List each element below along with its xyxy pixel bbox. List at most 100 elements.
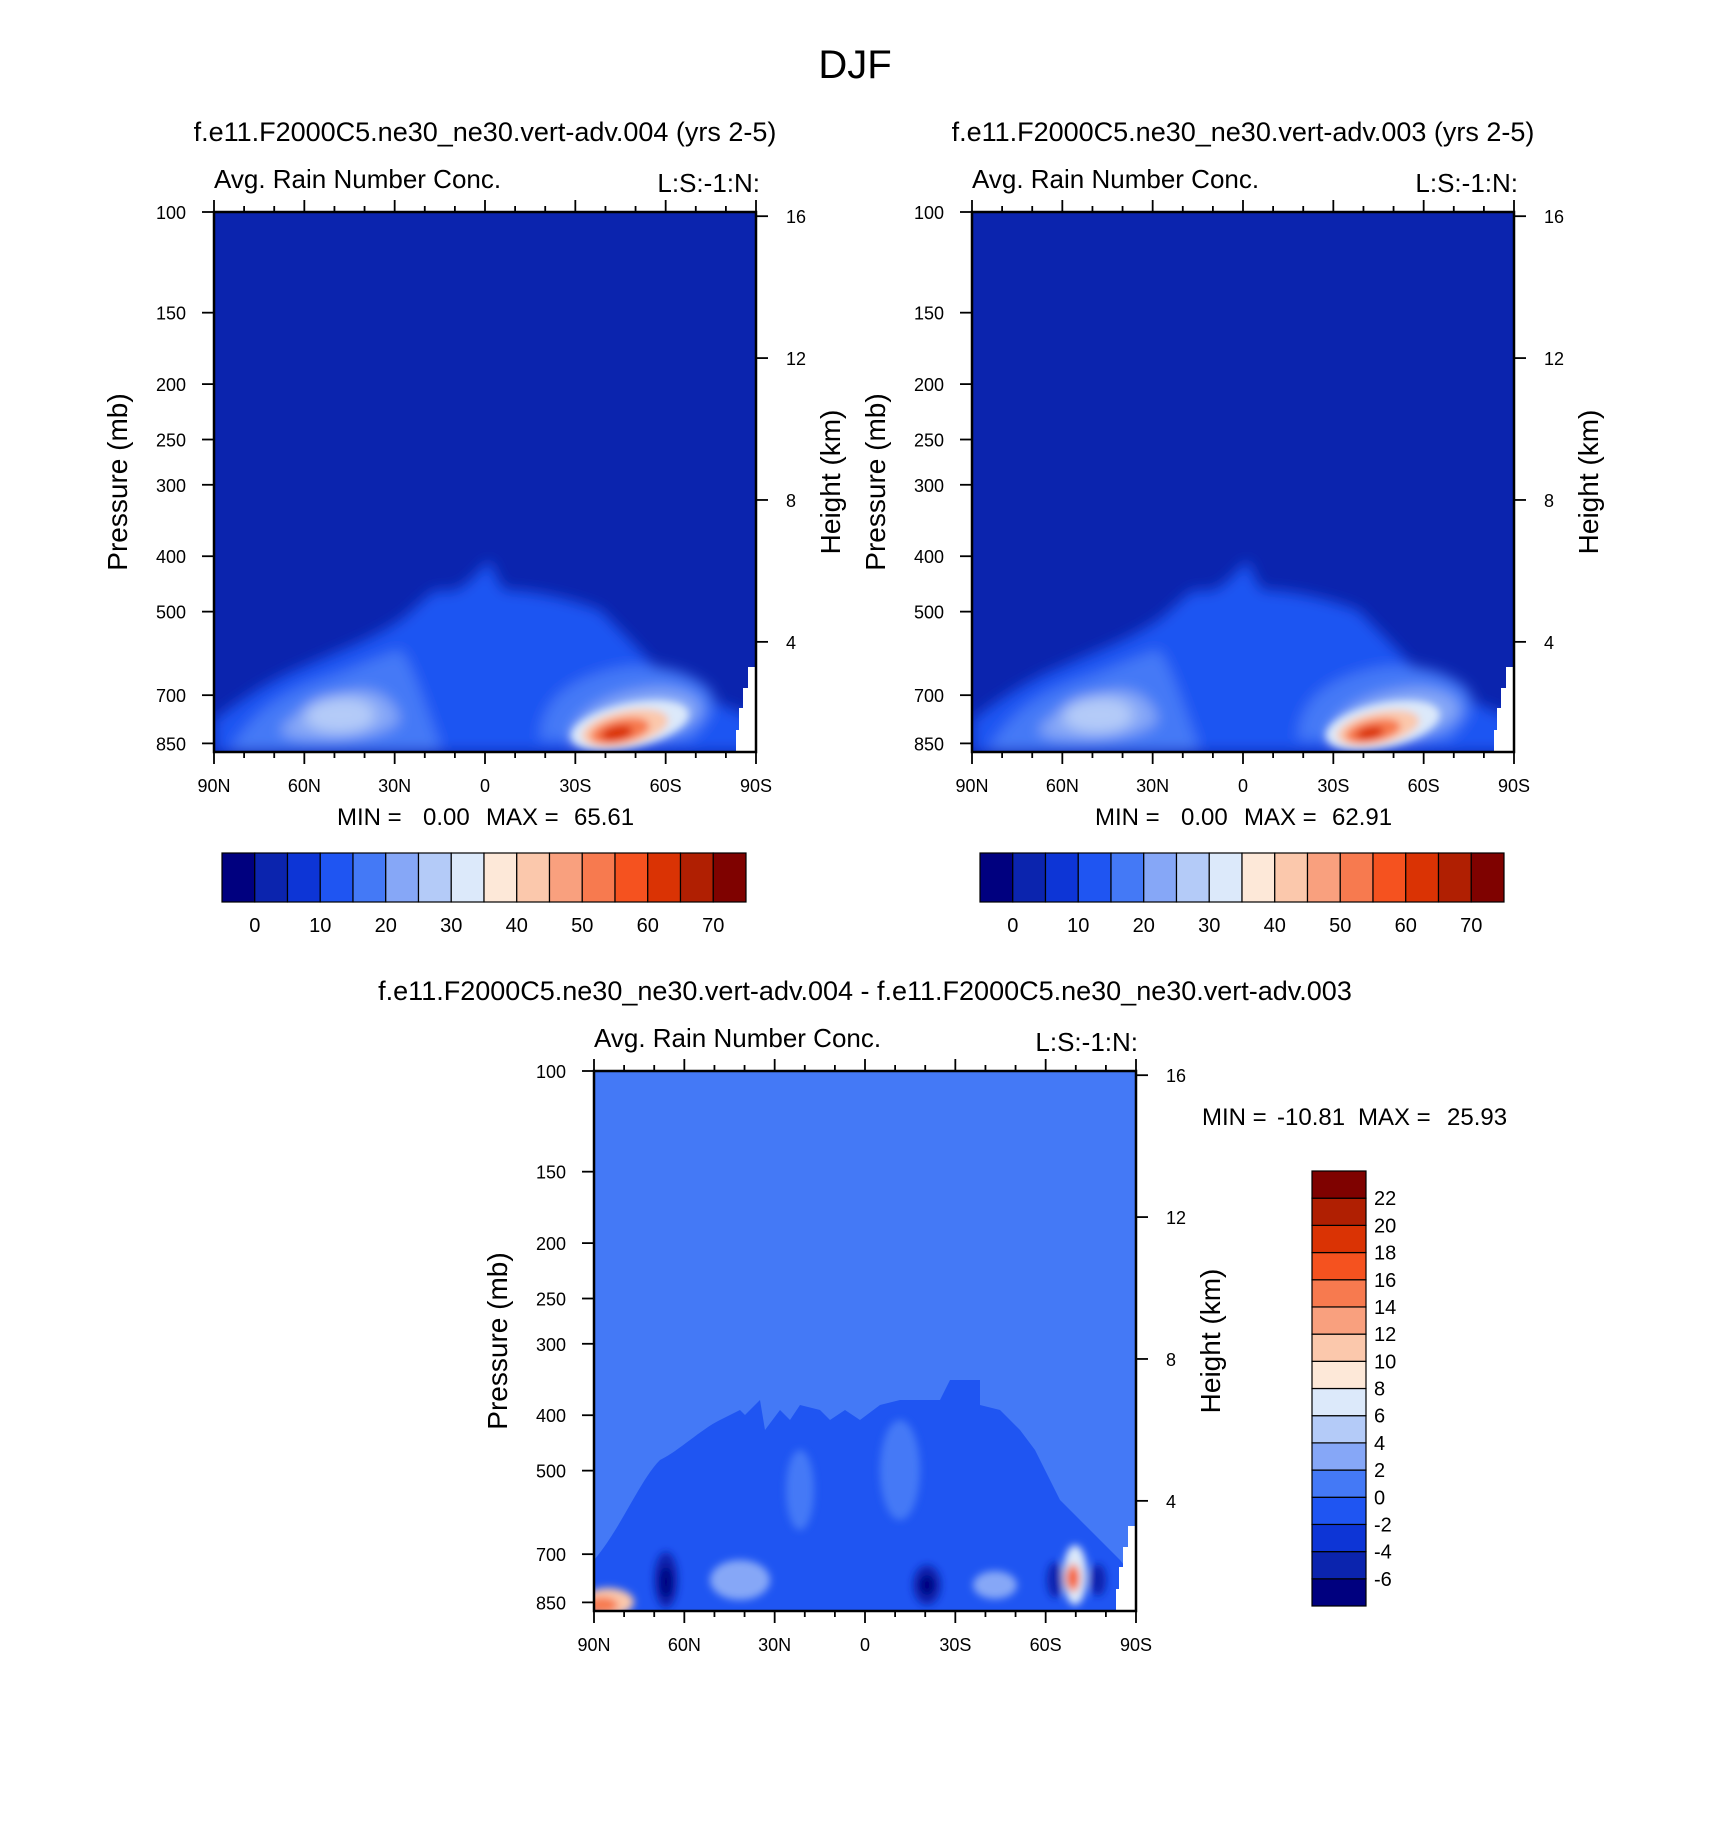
panel-2-core-60 [1356,726,1384,740]
colorbar-label: 12 [1374,1324,1396,1346]
panel-3-neg-core-4 [1090,1564,1106,1596]
y-right-tick-label: 16 [1166,1066,1186,1086]
x-tick-label: 30N [1136,776,1169,796]
colorbar-swatch [1044,852,1079,903]
x-tick-label: 60S [1408,776,1440,796]
panel-2-contour-25 [1063,697,1133,733]
panel-1-min-value: 0.00 [423,804,470,831]
panel-2-field [972,212,1514,752]
colorbar-swatch [1405,852,1440,903]
x-tick-label: 30S [939,1635,971,1655]
y-tick-label: 300 [536,1335,566,1355]
x-tick-label: 0 [1238,776,1248,796]
colorbar-swatch [1077,852,1112,903]
y-tick-label: 850 [536,1593,566,1613]
panel-3-max-label: MAX = [1358,1104,1431,1131]
panel-1-max-value: 65.61 [574,804,634,831]
panel-3-y-label: Pressure (mb) [482,1252,513,1429]
colorbar-swatch [221,852,256,903]
panel-3-y-label-right: Height (km) [1195,1269,1226,1414]
colorbar-swatch [1339,852,1374,903]
figure-title: DJF [818,43,891,87]
colorbar-swatch [1311,1279,1367,1308]
panel-3-y-axis: 100 150 200 250 300 400 500 700 850 16 12 8 4 [536,1062,1186,1613]
colorbar-label: 10 [1067,915,1089,937]
panel-1-variable-label: Avg. Rain Number Conc. [214,164,501,194]
colorbar-label: 60 [1395,915,1417,937]
panel-1-max-label: MAX = [486,804,559,831]
colorbar-swatch [1208,852,1243,903]
y-tick-label: 150 [536,1163,566,1183]
x-tick-label: 90N [197,776,230,796]
colorbar-swatch [1311,1170,1367,1199]
colorbar-swatch [1012,852,1047,903]
colorbar-label: 70 [702,915,724,937]
colorbar-swatch [1372,852,1407,903]
colorbar-swatch [979,852,1014,903]
colorbar-swatch [1311,1360,1367,1390]
colorbar-label: 10 [1374,1351,1396,1373]
panel-2-minmax: MIN = 0.00 MAX = 62.91 [1095,804,1392,831]
y-right-tick-label: 4 [1544,633,1554,653]
panel-3-pos-patch-2 [973,1571,1017,1599]
colorbar-label: 16 [1374,1270,1396,1292]
colorbar-swatch [483,852,518,903]
panel-2-variable-label: Avg. Rain Number Conc. [972,164,1259,194]
colorbar-swatch [1241,852,1276,903]
y-tick-label: 250 [156,431,186,451]
colorbar-label: 30 [1198,915,1220,937]
x-tick-label: 60S [650,776,682,796]
y-tick-label: 500 [156,603,186,623]
y-right-tick-label: 12 [1166,1208,1186,1228]
panel-2-y-axis: 100 150 200 250 300 400 500 700 850 16 12 8 4 [914,203,1564,754]
panel-2-y-label-right: Height (km) [1573,410,1604,555]
colorbar-label: 70 [1460,915,1482,937]
panel-3-contour-neg-band [594,1380,1136,1611]
panel-1: f.e11.F2000C5.ne30_ne30.vert-adv.004 (yr… [102,117,846,937]
panel-1-field [214,212,756,752]
panel-3-minmax: MIN = -10.81 MAX = 25.93 [1202,1104,1507,1131]
panel-3-neg-core-1b [660,1566,672,1598]
y-tick-label: 100 [536,1062,566,1082]
colorbar-swatch [1311,1415,1367,1444]
colorbar-swatch [516,852,551,903]
colorbar-label: -2 [1374,1514,1392,1536]
panel-2-max-label: MAX = [1244,804,1317,831]
colorbar-swatch [614,852,649,903]
colorbar-swatch [1311,1333,1367,1362]
y-right-tick-label: 4 [1166,1492,1176,1512]
y-tick-label: 100 [156,203,186,223]
colorbar-swatch [679,852,714,903]
panel-2: f.e11.F2000C5.ne30_ne30.vert-adv.003 (yr… [860,117,1604,937]
y-tick-label: 500 [536,1462,566,1482]
x-tick-label: 90S [1498,776,1530,796]
y-right-tick-label: 16 [1544,207,1564,227]
colorbar-label: 40 [1264,915,1286,937]
x-tick-label: 60N [1046,776,1079,796]
panel-1-colorbar: 0 10 20 30 40 50 60 70 [221,852,747,937]
panel-2-code-label: L:S:-1:N: [1415,168,1518,198]
panel-2-colorbar: 0 10 20 30 40 50 60 70 [979,852,1505,937]
colorbar-swatch [1110,852,1145,903]
panel-3-code-label: L:S:-1:N: [1035,1027,1138,1057]
panel-2-title: f.e11.F2000C5.ne30_ne30.vert-adv.003 (yr… [952,117,1535,147]
colorbar-swatch [712,852,747,903]
colorbar-label: 14 [1374,1297,1396,1319]
colorbar-label: 0 [1007,915,1018,937]
panel-3-terrain-mask [1116,1526,1136,1611]
colorbar-swatch [1311,1387,1367,1417]
panel-3-min-label: MIN = [1202,1104,1267,1131]
panel-3-neg-core-3 [1047,1562,1063,1598]
x-tick-label: 60N [288,776,321,796]
panel-1-y-label: Pressure (mb) [102,393,133,570]
y-tick-label: 400 [536,1406,566,1426]
y-right-tick-label: 8 [1166,1350,1176,1370]
x-tick-label: 0 [480,776,490,796]
colorbar-swatch [1311,1496,1367,1526]
x-tick-label: 30S [559,776,591,796]
colorbar-swatch [1437,852,1472,903]
colorbar-label: 2 [1374,1460,1385,1482]
panel-3-title: f.e11.F2000C5.ne30_ne30.vert-adv.004 - f… [378,976,1352,1006]
colorbar-swatch [1306,852,1341,903]
